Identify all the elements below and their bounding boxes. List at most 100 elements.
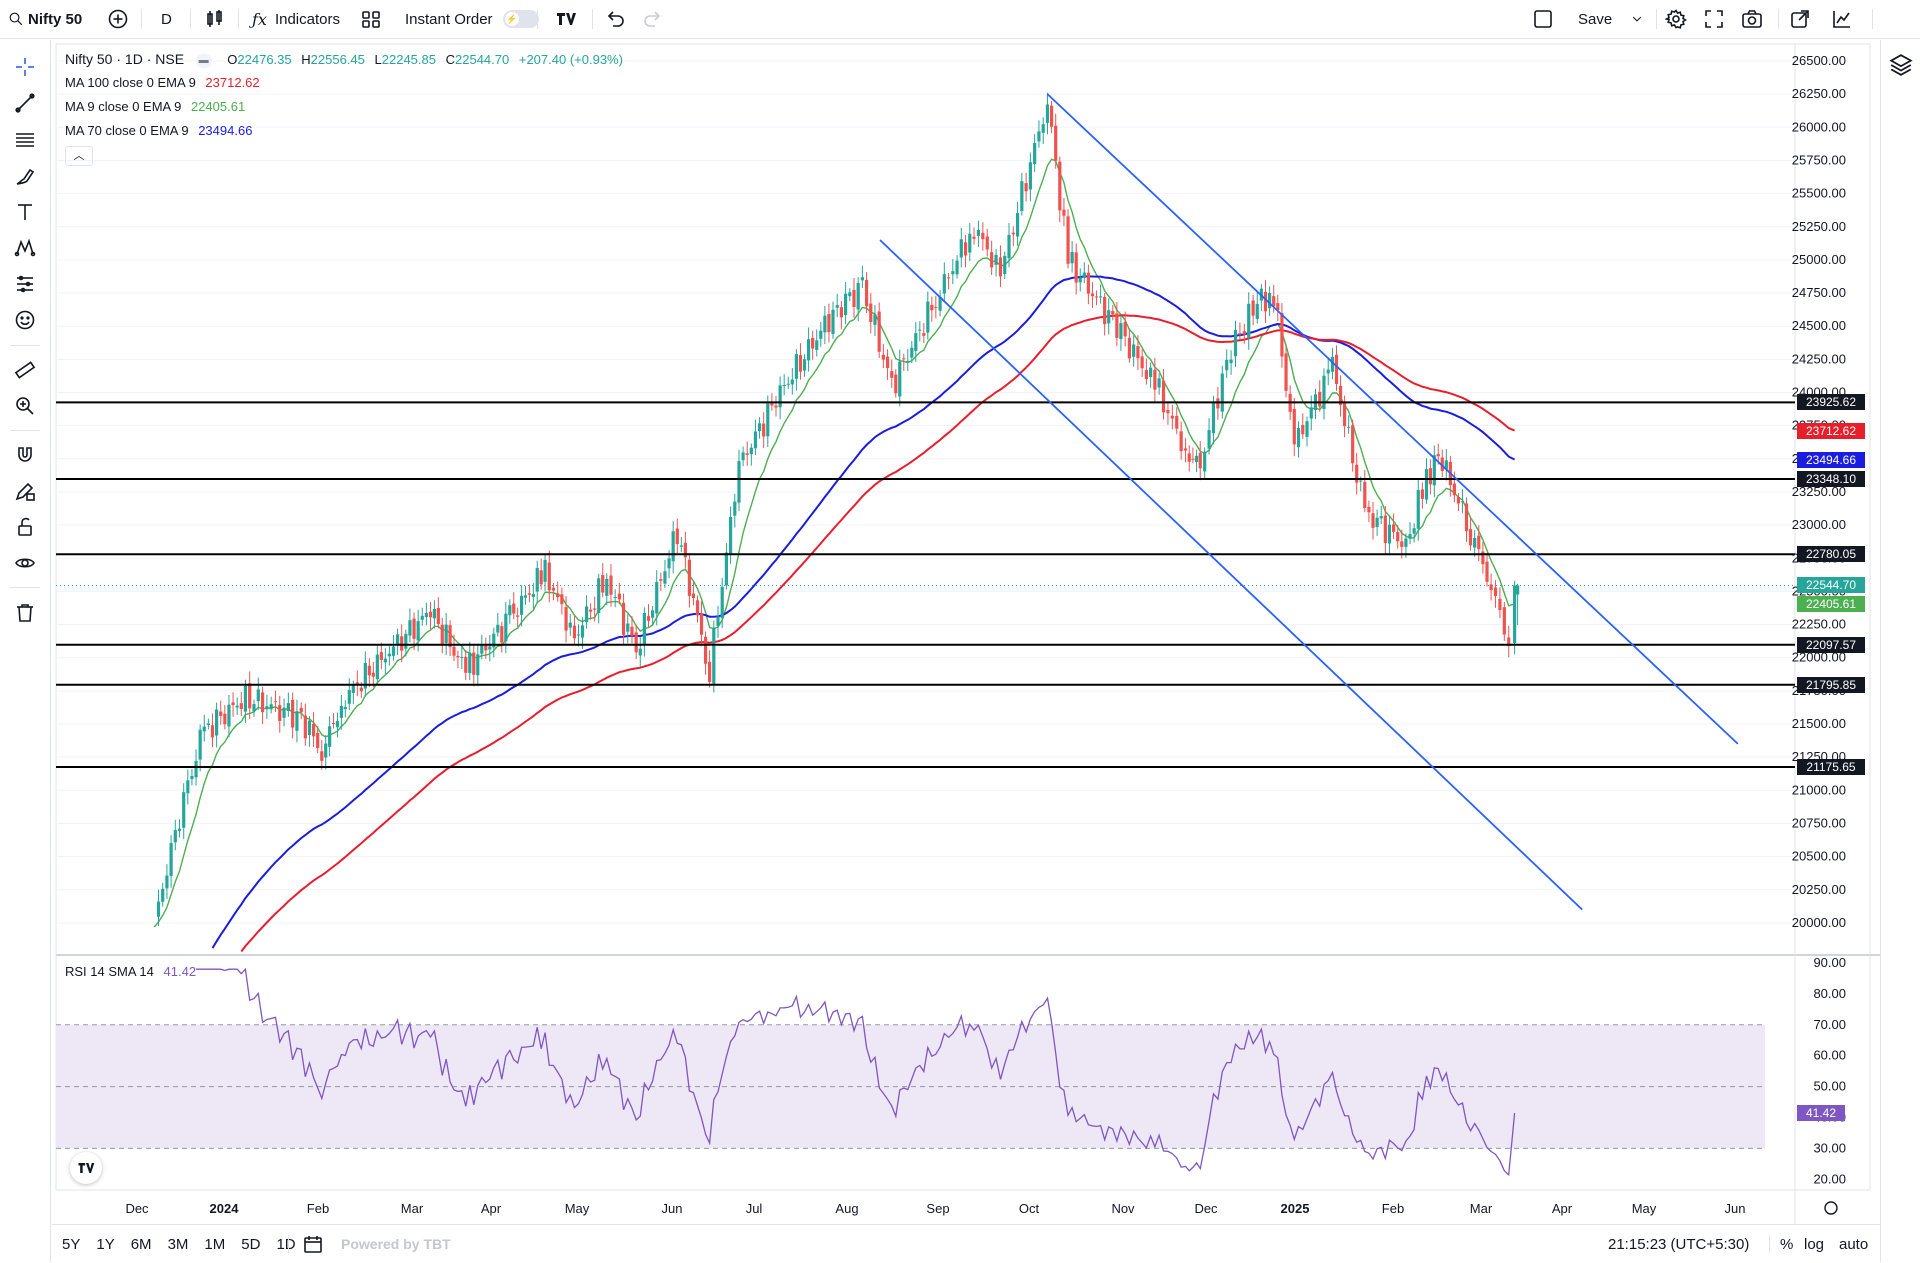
magnet-tool[interactable] <box>12 442 38 468</box>
icons-tool[interactable] <box>12 307 38 333</box>
candle <box>379 642 383 670</box>
object-tree-button[interactable] <box>1889 53 1913 82</box>
ruler-tool[interactable] <box>12 357 38 383</box>
lock-tool[interactable] <box>12 514 38 540</box>
interval-button[interactable]: D <box>161 0 172 38</box>
candle-body <box>1251 300 1255 316</box>
range-button-6m[interactable]: 6M <box>130 1235 152 1253</box>
candle <box>1313 388 1318 420</box>
candle <box>1493 580 1498 608</box>
undo-button[interactable] <box>604 0 626 38</box>
candle <box>613 589 617 608</box>
candle-body <box>1452 483 1456 496</box>
save-menu-button[interactable] <box>1630 0 1644 38</box>
tradingview-logo[interactable] <box>70 1152 102 1184</box>
candle-body <box>1444 460 1448 470</box>
candle-body <box>687 559 692 596</box>
range-button-1m[interactable]: 1M <box>204 1235 226 1253</box>
price-tick: 20750.00 <box>1792 815 1846 830</box>
layouts-button[interactable] <box>360 0 382 38</box>
fib-tool[interactable] <box>12 127 38 153</box>
broker-logo-button[interactable] <box>554 0 578 38</box>
candle <box>1119 315 1123 351</box>
candle <box>815 329 819 357</box>
candle-body <box>464 656 468 673</box>
fullscreen-checkbox[interactable] <box>1532 0 1554 38</box>
instant-order-toggle[interactable]: Instant Order ⚡ <box>405 0 539 38</box>
chart-type-button[interactable] <box>204 0 226 38</box>
ma9-legend[interactable]: MA 9 close 0 EMA 9 22405.61 <box>65 99 245 114</box>
popout-button[interactable] <box>1789 0 1811 38</box>
candle <box>757 417 762 439</box>
collapse-legend-button[interactable]: ︿ <box>65 146 93 166</box>
candle-body <box>963 242 968 256</box>
crosshair-tool[interactable] <box>12 54 38 80</box>
candle-body <box>811 337 815 349</box>
zoom-in-icon <box>16 397 34 415</box>
candle-body <box>165 875 169 889</box>
stay-in-drawing-tool[interactable] <box>12 478 38 504</box>
symbol-search[interactable]: Nifty 50 <box>8 0 82 38</box>
auto-scale-button[interactable]: auto <box>1839 1235 1869 1253</box>
right-sidebar <box>1880 40 1920 1262</box>
go-to-date-button[interactable] <box>302 1225 324 1263</box>
clock-display[interactable]: 21:15:23 (UTC+5:30) <box>1608 1235 1750 1253</box>
candle <box>890 359 894 388</box>
range-button-5d[interactable]: 5D <box>241 1235 261 1253</box>
candle <box>745 441 749 466</box>
candle <box>1049 100 1054 134</box>
collapse-dot-icon[interactable]: ▬ <box>195 53 212 68</box>
candle <box>367 658 371 688</box>
pattern-tool[interactable] <box>12 235 38 261</box>
log-scale-button[interactable]: log <box>1804 1235 1825 1253</box>
trend-line-tool[interactable] <box>12 90 38 116</box>
candle-body <box>371 672 375 677</box>
candle <box>860 265 864 289</box>
zoom-tool[interactable] <box>12 393 38 419</box>
percent-scale-button[interactable]: % <box>1780 1235 1794 1253</box>
toggle-switch[interactable]: ⚡ <box>502 10 539 28</box>
candle <box>420 607 424 626</box>
rsi-legend[interactable]: RSI 14 SMA 14 41.42 <box>65 964 196 979</box>
settings-button[interactable] <box>1665 0 1687 38</box>
indicators-button[interactable]: ƒx Indicators <box>252 0 340 38</box>
text-tool[interactable] <box>12 199 38 225</box>
candle <box>316 726 320 754</box>
range-button-5y[interactable]: 5Y <box>62 1235 81 1253</box>
candle-body <box>311 723 316 737</box>
price-tick: 24750.00 <box>1792 285 1846 300</box>
range-button-1y[interactable]: 1Y <box>96 1235 115 1253</box>
price-tick: 23000.00 <box>1792 517 1846 532</box>
redo-button[interactable] <box>642 0 664 38</box>
candle-body <box>819 330 823 339</box>
candle <box>1502 601 1506 641</box>
close-label: C <box>445 52 455 67</box>
candle <box>1094 290 1099 306</box>
remove-drawings-tool[interactable] <box>12 600 38 626</box>
candle-body <box>500 626 504 643</box>
candle-body <box>1334 354 1339 384</box>
candle <box>1464 497 1469 542</box>
ma100-legend[interactable]: MA 100 close 0 EMA 9 23712.62 <box>65 75 260 90</box>
candle <box>173 819 177 851</box>
ma70-legend[interactable]: MA 70 close 0 EMA 9 23494.66 <box>65 123 252 138</box>
chart-analysis-button[interactable] <box>1831 0 1853 38</box>
brush-tool[interactable] <box>12 163 38 189</box>
candle <box>609 564 613 607</box>
candle <box>347 678 351 711</box>
range-button-1d[interactable]: 1D <box>276 1235 296 1253</box>
candle-body <box>1301 425 1305 435</box>
save-button[interactable]: Save <box>1578 0 1612 38</box>
forecast-tool[interactable] <box>12 271 38 297</box>
range-button-3m[interactable]: 3M <box>167 1235 189 1253</box>
candle <box>963 234 968 268</box>
screenshot-button[interactable] <box>1741 0 1763 38</box>
compare-symbol-button[interactable] <box>107 0 129 38</box>
fullscreen-button[interactable] <box>1703 0 1725 38</box>
candle-body <box>1225 359 1229 371</box>
candle <box>642 607 646 657</box>
legend-title[interactable]: Nifty 50 · 1D · NSE <box>65 51 185 67</box>
hide-drawings-tool[interactable] <box>12 550 38 576</box>
candle <box>448 620 452 657</box>
